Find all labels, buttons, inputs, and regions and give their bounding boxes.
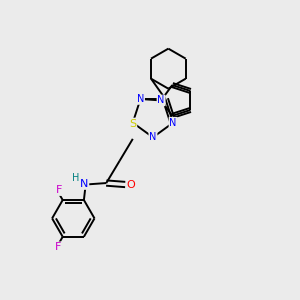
- Text: H: H: [72, 173, 79, 183]
- Text: N: N: [149, 132, 157, 142]
- Text: N: N: [80, 179, 88, 189]
- Text: N: N: [137, 94, 144, 104]
- Text: F: F: [56, 185, 62, 195]
- Text: O: O: [126, 179, 135, 190]
- Text: N: N: [158, 95, 165, 106]
- Text: N: N: [169, 118, 177, 128]
- Text: F: F: [55, 242, 61, 252]
- Text: S: S: [129, 118, 136, 129]
